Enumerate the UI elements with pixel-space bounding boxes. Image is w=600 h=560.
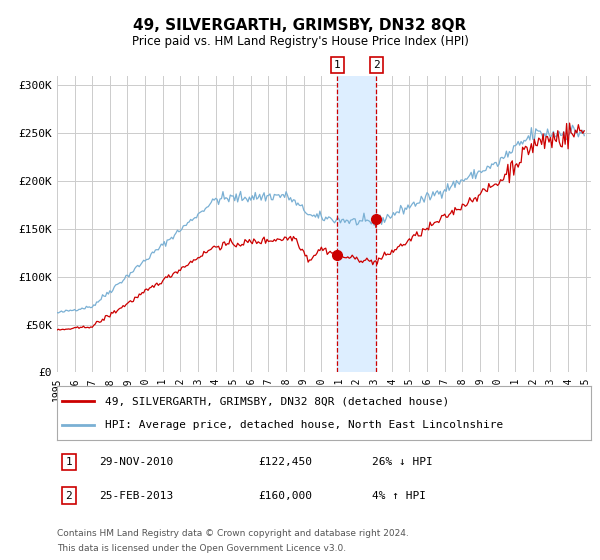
Bar [337,76,376,372]
Text: 49, SILVERGARTH, GRIMSBY, DN32 8QR: 49, SILVERGARTH, GRIMSBY, DN32 8QR [133,18,467,32]
Text: This data is licensed under the Open Government Licence v3.0.: This data is licensed under the Open Gov… [57,544,346,553]
Text: HPI: Average price, detached house, North East Lincolnshire: HPI: Average price, detached house, Nort… [105,419,503,430]
Text: 49, SILVERGARTH, GRIMSBY, DN32 8QR (detached house): 49, SILVERGARTH, GRIMSBY, DN32 8QR (deta… [105,396,449,407]
Text: 2: 2 [373,60,380,70]
Text: 25-FEB-2013: 25-FEB-2013 [99,491,173,501]
Text: £122,450: £122,450 [258,457,312,467]
Text: Price paid vs. HM Land Registry's House Price Index (HPI): Price paid vs. HM Land Registry's House … [131,35,469,49]
Text: 1: 1 [65,457,73,467]
Text: 4% ↑ HPI: 4% ↑ HPI [372,491,426,501]
Text: 2: 2 [65,491,73,501]
Text: Contains HM Land Registry data © Crown copyright and database right 2024.: Contains HM Land Registry data © Crown c… [57,529,409,538]
Text: 29-NOV-2010: 29-NOV-2010 [99,457,173,467]
Text: 26% ↓ HPI: 26% ↓ HPI [372,457,433,467]
Text: £160,000: £160,000 [258,491,312,501]
Text: 1: 1 [334,60,341,70]
